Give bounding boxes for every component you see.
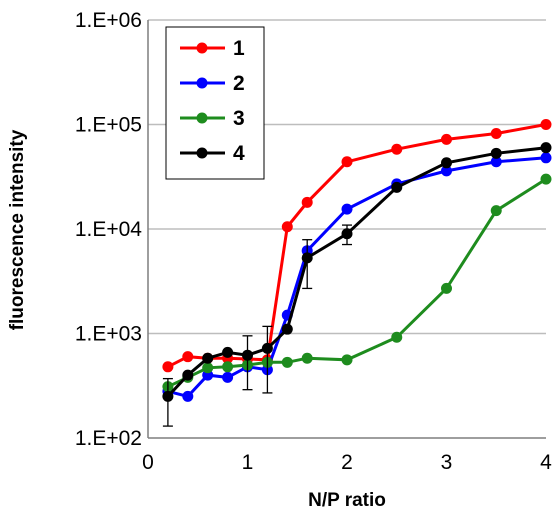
x-tick-label: 3 <box>441 451 453 474</box>
data-point <box>341 156 353 168</box>
x-tick-label: 0 <box>142 451 154 474</box>
data-point <box>540 119 552 130</box>
data-point <box>281 323 293 335</box>
y-tick-labels: 1.E+02 1.E+03 1.E+04 1.E+05 1.E+06 <box>75 9 142 450</box>
data-point <box>441 133 452 145</box>
legend-swatch-marker <box>196 112 208 124</box>
legend-label: 1 <box>233 37 245 60</box>
data-point <box>301 352 313 364</box>
data-point <box>441 282 452 294</box>
x-tick-label: 4 <box>540 451 552 474</box>
data-point <box>540 173 552 185</box>
legend-box <box>165 26 265 180</box>
data-point <box>490 147 502 159</box>
data-point <box>182 369 194 381</box>
x-tick-labels: 0 1 2 3 4 <box>142 451 552 474</box>
data-point <box>490 128 502 140</box>
data-point <box>391 143 403 155</box>
data-point <box>202 362 214 374</box>
legend: 1 2 3 4 <box>165 26 265 180</box>
data-point <box>281 221 293 233</box>
data-point <box>182 351 194 363</box>
y-tick-label: 1.E+03 <box>75 323 142 346</box>
legend-label: 3 <box>233 107 245 130</box>
legend-label: 2 <box>233 72 245 95</box>
data-point <box>242 349 253 361</box>
data-point <box>341 228 353 240</box>
series-3 <box>162 173 552 393</box>
y-tick-label: 1.E+06 <box>75 9 142 32</box>
data-point <box>490 205 502 217</box>
data-point <box>301 252 313 264</box>
data-point <box>222 361 234 373</box>
y-tick-label: 1.E+05 <box>75 114 142 137</box>
data-point <box>202 352 214 364</box>
y-tick-label: 1.E+02 <box>75 427 142 450</box>
data-point <box>540 142 552 154</box>
x-tick-label: 2 <box>341 451 353 474</box>
data-point <box>341 354 353 366</box>
data-point <box>490 156 502 168</box>
data-point <box>301 196 313 208</box>
series-4 <box>162 142 552 427</box>
axes <box>147 20 546 439</box>
x-axis-title: N/P ratio <box>308 490 386 511</box>
data-point <box>222 346 234 358</box>
data-point <box>391 181 403 193</box>
data-point <box>281 356 293 368</box>
y-axis-title: fluorescence intensity <box>7 129 28 330</box>
data-point <box>182 390 194 402</box>
data-point <box>341 203 353 215</box>
data-point <box>391 331 403 343</box>
y-tick-label: 1.E+04 <box>75 218 142 241</box>
data-point <box>441 165 452 177</box>
data-point <box>261 342 273 354</box>
data-point <box>540 152 552 164</box>
data-point <box>162 390 174 402</box>
legend-swatch-marker <box>196 147 208 159</box>
data-point <box>162 361 174 373</box>
series-group <box>162 119 552 427</box>
data-point <box>441 157 452 169</box>
legend-label: 4 <box>233 142 245 165</box>
x-tick-label: 1 <box>242 451 254 474</box>
legend-swatch-marker <box>196 42 208 54</box>
legend-swatch-marker <box>196 77 208 89</box>
data-point <box>222 371 234 383</box>
